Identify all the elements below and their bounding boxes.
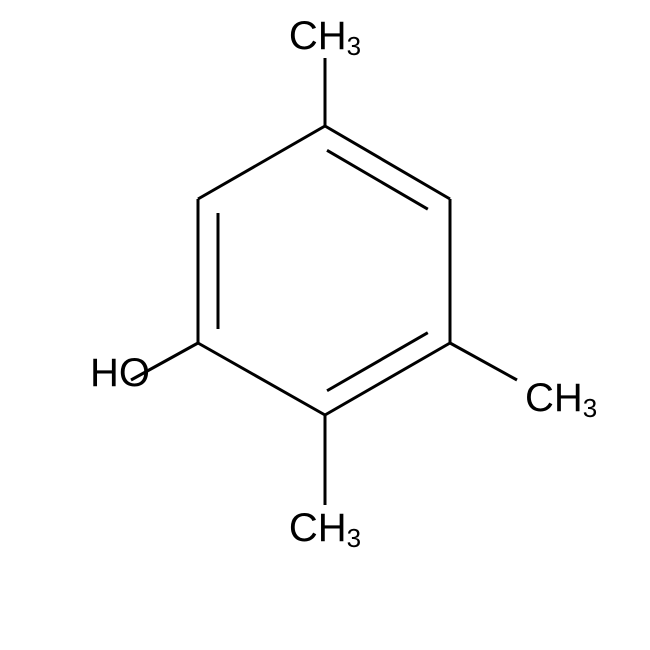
bond bbox=[198, 343, 325, 415]
atom-label-subscript: 3 bbox=[347, 31, 361, 61]
atom-label-main: HO bbox=[90, 351, 150, 395]
atom-label-subscript: 3 bbox=[583, 393, 597, 423]
bond bbox=[327, 150, 428, 209]
atom-label: CH3 bbox=[289, 506, 361, 553]
bond bbox=[325, 126, 450, 199]
atom-label-main: CH bbox=[289, 506, 347, 550]
bond bbox=[450, 343, 517, 380]
bond bbox=[327, 333, 428, 391]
atom-label: HO bbox=[90, 351, 150, 395]
atom-label-main: CH bbox=[525, 376, 583, 420]
bond bbox=[198, 126, 325, 199]
labels-group: HOCH3CH3CH3 bbox=[90, 14, 597, 553]
molecule-diagram: HOCH3CH3CH3 bbox=[0, 0, 650, 650]
atom-label: CH3 bbox=[289, 14, 361, 61]
atom-label: CH3 bbox=[525, 376, 597, 423]
bonds-group bbox=[131, 58, 517, 505]
atom-label-main: CH bbox=[289, 14, 347, 58]
atom-label-subscript: 3 bbox=[347, 523, 361, 553]
bond bbox=[325, 343, 450, 415]
